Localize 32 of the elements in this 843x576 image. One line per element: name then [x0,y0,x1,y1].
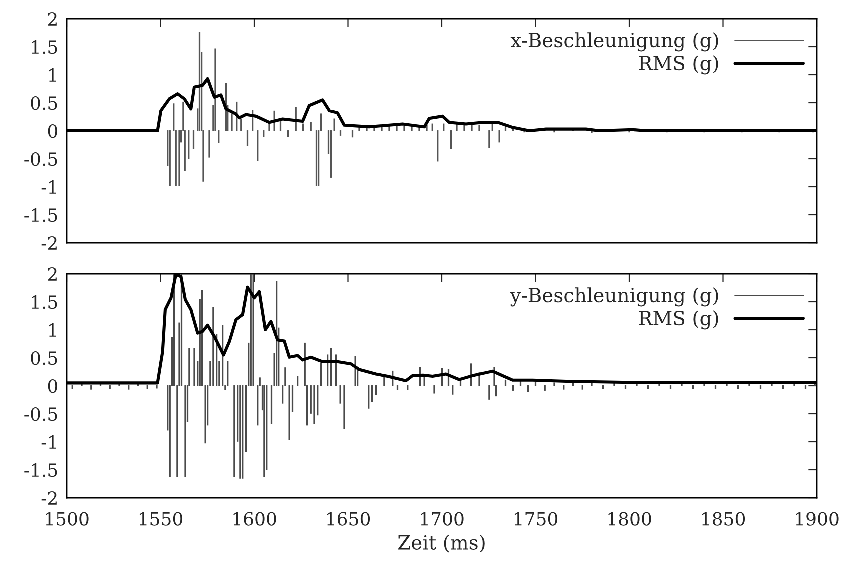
y-tick-label: -1 [42,180,56,194]
y-tick-label: 1.5 [32,295,58,310]
legend-label: y-Beschleunigung (g) [510,288,718,307]
x-tick-label: 1850 [702,512,746,526]
y-tick-label: -0.5 [24,407,58,422]
y-tick-label: 0.5 [31,96,58,110]
x-tick-label: 1800 [608,512,652,526]
x-tick-label: 1550 [140,512,183,526]
y-tick-label: -1.5 [24,463,58,478]
y-tick-label: 2 [48,267,57,281]
x-tick-label: 1500 [46,512,89,526]
legend-label: RMS (g) [639,310,718,330]
x-axis-title: Zeit (ms) [398,534,485,553]
y-tick-label: 0 [48,124,58,138]
y-tick-label: 0.5 [31,351,58,366]
y-tick-label: 1 [49,323,56,337]
y-tick-label: -2 [42,236,57,250]
y-tick-label: -1.5 [24,208,58,222]
y-tick-label: 1.5 [32,40,58,54]
legend-label: x-Beschleunigung (g) [510,32,718,52]
y-tick-label: -1 [42,435,56,449]
legend-label: RMS (g) [639,56,718,75]
x-tick-label: 1900 [796,512,839,526]
x-tick-label: 1600 [234,512,276,526]
x-tick-label: 1650 [327,512,370,526]
y-tick-label: 2 [48,12,57,26]
x-tick-label: 1750 [514,512,558,526]
y-tick-label: -2 [42,491,57,505]
y-tick-label: -0.5 [24,152,58,166]
x-tick-label: 1700 [421,512,464,526]
y-tick-label: 0 [48,379,58,394]
y-tick-label: 1 [49,68,56,82]
